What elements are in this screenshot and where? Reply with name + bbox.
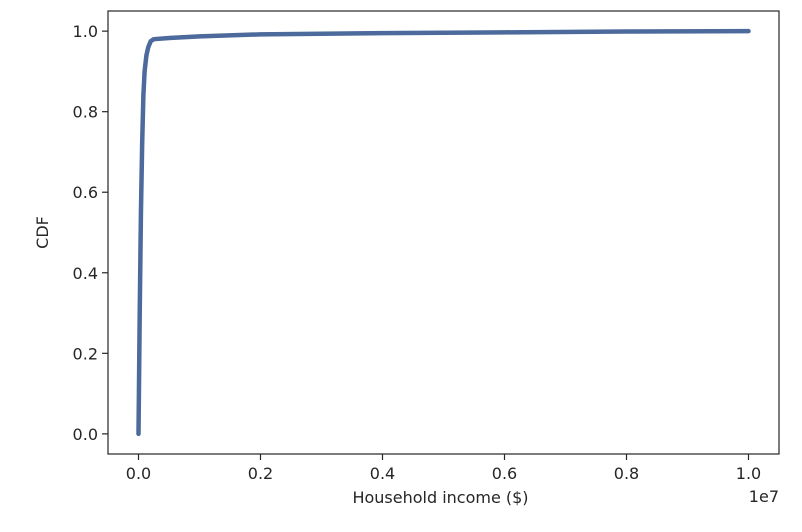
x-tick-label: 0.2: [248, 464, 273, 483]
x-axis-title: Household income ($): [352, 488, 528, 507]
x-tick-label: 0.8: [614, 464, 639, 483]
x-axis-offset-label: 1e7: [749, 487, 779, 506]
y-tick-label: 0.8: [73, 103, 98, 122]
x-tick-label: 1.0: [736, 464, 761, 483]
y-tick-label: 0.4: [73, 264, 98, 283]
x-tick-label: 0.4: [370, 464, 395, 483]
y-tick-label: 0.0: [73, 425, 98, 444]
y-axis-title: CDF: [33, 216, 52, 249]
plot-frame: [107, 10, 780, 455]
y-tick-label: 1.0: [73, 22, 98, 41]
x-tick-label: 0.0: [126, 464, 151, 483]
x-tick-label: 0.6: [492, 464, 517, 483]
x-axis: 0.0 0.2 0.4 0.6 0.8 1.0: [126, 454, 761, 483]
y-axis: 0.0 0.2 0.4 0.6 0.8 1.0: [73, 22, 108, 444]
y-tick-label: 0.6: [73, 183, 98, 202]
cdf-line: [136, 28, 751, 437]
y-tick-label: 0.2: [73, 344, 98, 363]
